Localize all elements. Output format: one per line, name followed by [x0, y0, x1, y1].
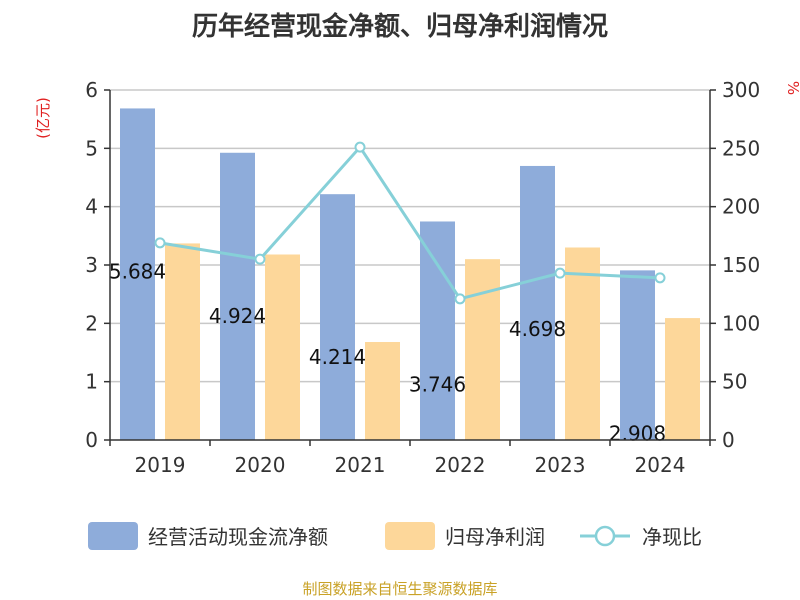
bar-operating-cash-flow	[220, 152, 255, 440]
y-left-tick-label: 4	[85, 195, 98, 219]
y-right-tick-label: 300	[722, 78, 760, 102]
y-right-tick-label: 200	[722, 195, 760, 219]
x-tick-label: 2022	[435, 453, 486, 477]
chart-title: 历年经营现金净额、归母净利润情况	[191, 12, 608, 42]
bar-operating-cash-flow	[320, 194, 355, 440]
data-label: 4.698	[509, 317, 566, 341]
y-right-unit: %	[784, 81, 800, 95]
legend-item[interactable]: 经营活动现金流净额	[88, 522, 328, 550]
bar-net-profit	[565, 247, 600, 440]
y-right-tick-label: 150	[722, 253, 760, 277]
legend-item[interactable]: 净现比	[580, 525, 702, 549]
x-tick-label: 2024	[635, 453, 686, 477]
y-left-tick-label: 3	[85, 253, 98, 277]
data-label: 4.924	[209, 304, 266, 328]
data-labels: 5.684 4.924 4.214 3.746 4.698 2.908	[109, 259, 666, 445]
ratio-line-path	[159, 144, 661, 301]
data-label: 4.214	[309, 345, 366, 369]
y-right-tick-label: 50	[722, 370, 747, 394]
y-left-tick-label: 2	[85, 311, 98, 335]
y-left-tick-label: 1	[85, 370, 98, 394]
legend-label: 归母净利润	[445, 525, 545, 549]
ratio-point	[654, 272, 666, 284]
axes: 0 1 2 3 4 5 6 0 50 100 150 200 250 300 (亿元)% 2019 2020 20…	[34, 78, 800, 477]
x-tick-label: 2023	[535, 453, 586, 477]
x-tick-label: 2019	[135, 453, 186, 477]
source-note: 制图数据来自恒生聚源数据库	[302, 580, 498, 598]
y-right-tick-label: 100	[722, 311, 760, 335]
ratio-point	[154, 237, 166, 249]
data-label: 3.746	[409, 372, 466, 396]
legend-swatch	[88, 522, 138, 550]
bar-operating-cash-flow	[420, 221, 455, 440]
bar-operating-cash-flow	[120, 108, 155, 440]
y-left-tick-label: 6	[85, 78, 98, 102]
x-tick-label: 2020	[235, 453, 286, 477]
bars	[120, 108, 700, 440]
grid-lines	[110, 89, 710, 383]
bar-operating-cash-flow	[620, 270, 655, 440]
y-right-tick-label: 250	[722, 136, 760, 160]
data-label: 2.908	[609, 421, 666, 445]
y-left-unit: (亿元)	[34, 97, 52, 139]
legend-swatch	[385, 522, 435, 550]
bar-net-profit	[665, 318, 700, 440]
legend-label: 经营活动现金流净额	[148, 525, 328, 549]
y-left-tick-label: 0	[85, 428, 98, 452]
data-label: 5.684	[109, 259, 166, 283]
legend-label: 净现比	[642, 525, 702, 549]
bar-operating-cash-flow	[520, 165, 555, 440]
ratio-point	[354, 141, 366, 153]
bar-net-profit	[465, 259, 500, 440]
ratio-point	[554, 267, 566, 279]
bar-net-profit	[165, 243, 200, 440]
y-left-tick-label: 5	[85, 136, 98, 160]
y-right-tick-label: 0	[722, 428, 735, 452]
legend-item[interactable]: 归母净利润	[385, 522, 545, 550]
ratio-line	[154, 141, 666, 305]
legend: 经营活动现金流净额 归母净利润 净现比	[88, 522, 702, 550]
bar-net-profit	[265, 254, 300, 440]
x-tick-label: 2021	[335, 453, 386, 477]
bar-net-profit	[365, 342, 400, 440]
ratio-point	[254, 253, 266, 265]
ratio-point	[454, 293, 466, 305]
legend-marker	[594, 525, 616, 547]
